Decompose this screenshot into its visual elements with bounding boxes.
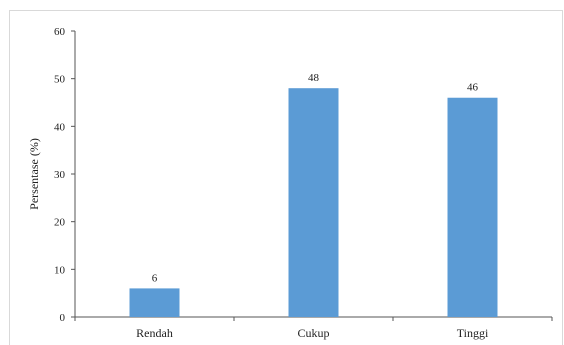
y-tick-label: 0 bbox=[60, 312, 66, 324]
y-tick-label: 20 bbox=[54, 217, 66, 229]
x-axis: Rendah Cukup Tinggi bbox=[75, 317, 552, 340]
data-label: 46 bbox=[467, 82, 479, 94]
y-tick-label: 10 bbox=[54, 264, 66, 276]
y-axis: 0 10 20 30 40 50 60 bbox=[54, 26, 75, 324]
y-axis-label: Persentase (%) bbox=[27, 138, 41, 210]
data-label: 48 bbox=[308, 72, 320, 84]
y-tick-label: 40 bbox=[54, 121, 66, 133]
bar-cukup bbox=[289, 88, 339, 317]
x-tick-label: Tinggi bbox=[457, 326, 489, 340]
bar-rendah bbox=[130, 288, 180, 317]
data-label: 6 bbox=[152, 272, 158, 284]
y-tick-label: 30 bbox=[54, 169, 66, 181]
bars: 6 48 46 bbox=[130, 72, 498, 317]
x-tick-label: Cukup bbox=[297, 326, 329, 340]
x-tick-label: Rendah bbox=[136, 326, 173, 340]
y-tick-label: 50 bbox=[54, 74, 66, 86]
bar-tinggi bbox=[448, 98, 498, 317]
y-tick-label: 60 bbox=[54, 26, 66, 38]
